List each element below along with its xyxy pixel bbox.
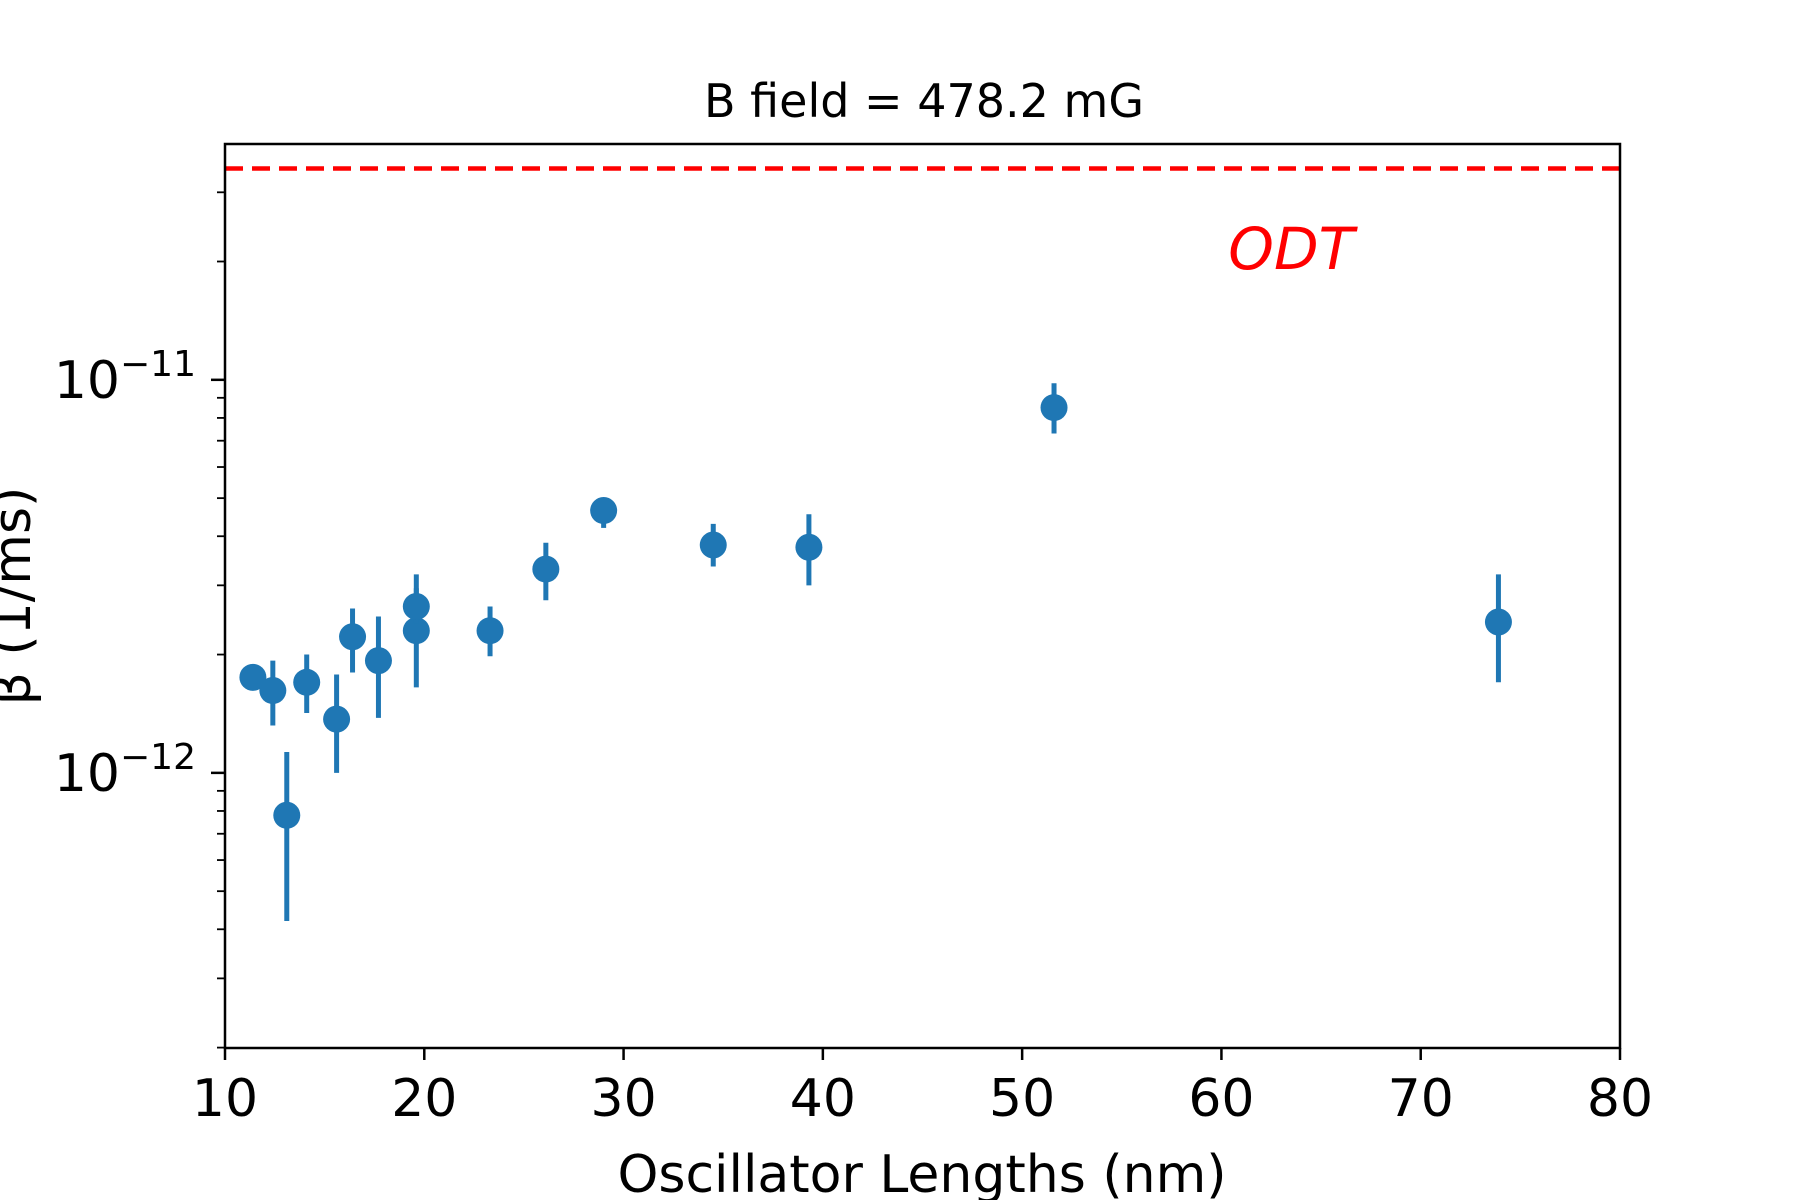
data-point: [699, 531, 727, 559]
x-axis-label: Oscillator Lengths (nm): [617, 1145, 1226, 1200]
x-tick-label-20: 20: [391, 1069, 457, 1129]
x-tick-label-50: 50: [989, 1069, 1055, 1129]
y-tick-label: 10−12: [54, 737, 196, 804]
data-point: [293, 668, 321, 696]
y-axis: 10−11 10−12: [54, 191, 225, 1049]
data-point: [239, 663, 267, 691]
x-tick-label-40: 40: [790, 1069, 856, 1129]
x-tick-label-60: 60: [1188, 1069, 1254, 1129]
x-tick-label-80: 80: [1587, 1069, 1653, 1129]
data-point: [795, 533, 823, 561]
chart-title: B field = 478.2 mG: [704, 74, 1144, 128]
data-point: [532, 555, 560, 583]
y-tick-label: 10−11: [54, 344, 196, 411]
plot-frame: [223, 142, 1622, 1050]
data-point: [402, 593, 430, 621]
x-tick-label-10: 10: [192, 1069, 258, 1129]
data-point: [590, 497, 618, 525]
data-point: [339, 623, 367, 651]
data-point: [273, 801, 301, 829]
data-point: [259, 677, 287, 705]
y-axis-label: β (1/ms): [0, 487, 43, 706]
x-tick-label-30: 30: [590, 1069, 656, 1129]
data-point: [476, 617, 504, 645]
data-point: [323, 705, 351, 733]
data-point: [1040, 394, 1068, 422]
points-layer: [239, 383, 1512, 921]
x-axis: 10 20 30 40 50 60 70 80: [192, 1048, 1653, 1129]
x-tick-label-70: 70: [1388, 1069, 1454, 1129]
odt-annotation: ODT: [1228, 215, 1358, 283]
data-point: [364, 647, 392, 675]
data-point: [402, 617, 430, 645]
data-point: [1484, 608, 1512, 636]
